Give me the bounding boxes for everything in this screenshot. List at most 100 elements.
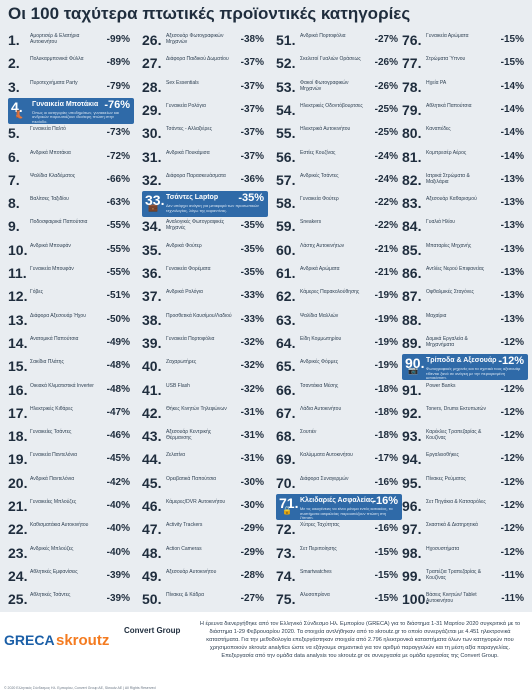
- percent-change: -33%: [240, 313, 264, 325]
- rank-number: 95.: [402, 474, 422, 491]
- category-row: 14. Ανατομικά Παπούτσια -49%: [8, 333, 134, 355]
- category-row: 79. Αθλητικά Παπούτσια -14%: [402, 100, 528, 122]
- percent-change: -31%: [240, 406, 264, 418]
- category-row: 60. Λάστιχ Αυτοκινήτων -21%: [276, 240, 402, 262]
- rank-number: 9.: [8, 218, 20, 235]
- rank-number: 60.: [276, 241, 296, 258]
- category-row: 7. Ψαλίδια Κλαδέματος -66%: [8, 170, 134, 192]
- category-row: 66. Τσαντάκια Μέσης -18%: [276, 380, 402, 402]
- category-name: Αμορτισέρ & Ελατήρια Αυτοκινήτου: [30, 33, 80, 45]
- percent-change: -48%: [106, 360, 130, 372]
- rank-number: 34.: [142, 218, 162, 235]
- rank-number: 80.: [402, 125, 422, 142]
- category-name: Σετ Περιποίησης: [300, 545, 337, 552]
- category-row: 29. Γυναικεία Ρολόγια -37%: [142, 100, 268, 122]
- category-row: 52. Σκελετοί Γυαλιών Οράσεως -26%: [276, 53, 402, 75]
- rank-number: 50.: [142, 591, 162, 608]
- rank-number: 74.: [276, 567, 296, 584]
- category-row: 16. Οικιακά Κλιματιστικά Inverter -48%: [8, 380, 134, 402]
- rank-number: 93.: [402, 428, 422, 445]
- rank-number: 4.: [11, 98, 23, 115]
- percent-change: -45%: [106, 453, 130, 465]
- category-name: Ανδρικά Αρώματα: [300, 266, 340, 272]
- rank-number: 29.: [142, 101, 162, 118]
- category-row: 85. Μπαταρίες Μηχανής -13%: [402, 240, 528, 262]
- category-name: Τσάντες - Αλλαξιέρες: [166, 126, 212, 133]
- category-row: 83. Αξεσουάρ Καθαρισμού -13%: [402, 193, 528, 215]
- percent-change: -66%: [106, 173, 130, 185]
- percent-change: -32%: [240, 383, 264, 395]
- category-row: 40. Ζαχαρωτήρες -32%: [142, 356, 268, 378]
- percent-change: -33%: [240, 290, 264, 302]
- category-row: 1. Αμορτισέρ & Ελατήρια Αυτοκινήτου -99%: [8, 30, 134, 52]
- percent-change: -12%: [500, 523, 524, 535]
- percent-change: -14%: [500, 103, 524, 115]
- rank-number: 59.: [276, 218, 296, 235]
- category-name: Αθλητικές Τσάντες: [30, 592, 71, 599]
- category-name: Ανδρικά Φούτερ: [166, 242, 202, 249]
- rank-number: 68.: [276, 428, 296, 445]
- percent-change: -19%: [374, 290, 398, 302]
- category-name: Πολυκαρμπονικά Φύλλα: [30, 56, 84, 63]
- category-row: 54. Ηλεκτρικές Οδοντόβουρτσες -25%: [276, 100, 402, 122]
- category-name: Πίνακες Ρεύματος: [426, 475, 466, 482]
- rank-number: 75.: [276, 591, 296, 608]
- rank-number: 47.: [142, 521, 162, 538]
- percent-change: -14%: [500, 80, 524, 92]
- rank-number: 51.: [276, 32, 296, 48]
- category-name: Γυναικεία Ρολόγια: [166, 102, 206, 109]
- percent-change: -35%: [240, 267, 264, 278]
- category-name: Ηχοσυστήματα: [426, 545, 460, 552]
- category-row: 8. Βαλίτσες Ταξιδίου -63%: [8, 193, 134, 215]
- percent-change: -15%: [500, 34, 524, 45]
- category-row: 39. Γυναικεία Πορτοφόλια -32%: [142, 333, 268, 355]
- greca-logo: GRECA: [4, 632, 55, 648]
- category-row: 93. Καρέκλες Τραπεζαρίας & Κουζίνας -12%: [402, 426, 528, 448]
- category-name: Διάφορα Αξεσουάρ Ήχου: [30, 312, 86, 319]
- percent-change: -12%: [500, 406, 524, 418]
- category-name: Ηλεκτρικές Κιθάρες: [30, 405, 73, 412]
- percent-change: -19%: [374, 360, 398, 372]
- rank-number: 76.: [402, 32, 422, 48]
- rank-number: 3.: [8, 78, 20, 95]
- category-row: 94. Εργαλειοθήκες -12%: [402, 449, 528, 471]
- rank-number: 97.: [402, 521, 422, 538]
- category-row: 35. Ανδρικά Φούτερ -35%: [142, 240, 268, 262]
- percent-change: -30%: [240, 500, 264, 511]
- category-name: Ποδοσφαιρικά Παπούτσια: [30, 219, 88, 226]
- rank-number: 86.: [402, 265, 422, 281]
- category-name: Γυναικεία Αρώματα: [426, 33, 469, 39]
- category-row: 64. Είδη Κομμωτηρίου -19%: [276, 333, 402, 355]
- percent-change: -15%: [374, 546, 398, 558]
- category-name: Αθλητικά Παπούτσια: [426, 102, 472, 109]
- category-name: Διάφορα Παιδικού Δωματίου: [166, 56, 229, 63]
- percent-change: -55%: [106, 267, 130, 278]
- category-row: 28. Sex Essentials -37%: [142, 77, 268, 99]
- rank-number: 57.: [276, 171, 296, 188]
- category-name: Αθλητικές Εμφανίσεις: [30, 568, 78, 575]
- category-name: Γυναικεία Μποτάκια: [32, 100, 99, 108]
- category-name: Ανδρικά Μποτάκια: [30, 149, 71, 156]
- rank-number: 83.: [402, 195, 422, 212]
- category-name: Στρώματα Ύπνου: [426, 56, 466, 63]
- percent-change: -37%: [240, 127, 264, 139]
- rank-number: 66.: [276, 381, 296, 398]
- category-row: 95. Πίνακες Ρεύματος -12%: [402, 473, 528, 495]
- category-row: 20. Ανδρικά Παντελόνια -42%: [8, 473, 134, 495]
- category-name: Γόβες: [30, 289, 44, 296]
- category-row: 47. Activity Trackers -29%: [142, 519, 268, 541]
- rank-number: 26.: [142, 32, 162, 48]
- boot-icon: 👢: [14, 109, 24, 119]
- category-row: 91. Power Banks -12%: [402, 380, 528, 402]
- rank-number: 55.: [276, 125, 296, 142]
- rank-number: 90.: [405, 355, 425, 372]
- rank-number: 46.: [142, 498, 162, 514]
- rank-number: 78.: [402, 78, 422, 95]
- percent-change: -25%: [374, 103, 398, 115]
- percent-change: -29%: [240, 523, 264, 535]
- rank-number: 8.: [8, 195, 20, 212]
- percent-change: -25%: [374, 127, 398, 139]
- rank-number: 53.: [276, 78, 296, 95]
- category-row: 61. Ανδρικά Αρώματα -21%: [276, 263, 402, 285]
- percent-change: -32%: [240, 360, 264, 372]
